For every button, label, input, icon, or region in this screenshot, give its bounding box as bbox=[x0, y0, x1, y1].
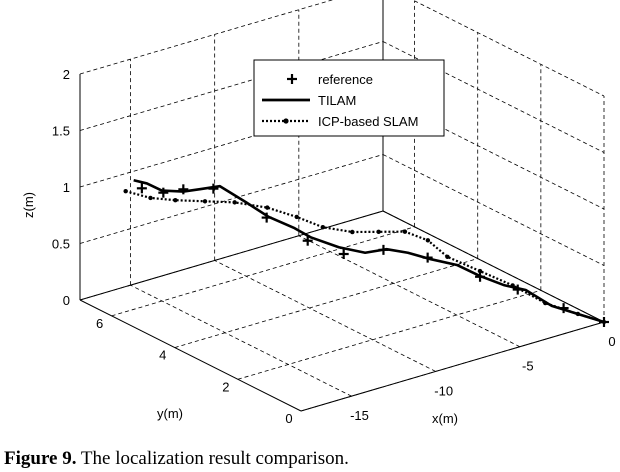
y-tick-label-1: 2 bbox=[222, 379, 229, 394]
z-tick-label-0: 0 bbox=[63, 293, 70, 308]
grid-wall-z-0 bbox=[79, 210, 384, 301]
grid-floor-x-0 bbox=[382, 210, 605, 323]
z-tick-label-1: 0.5 bbox=[52, 237, 70, 252]
series-point-icp-based-slam-13 bbox=[477, 268, 483, 274]
x-axis-label: x(m) bbox=[432, 411, 458, 426]
legend-marker-reference bbox=[287, 74, 297, 84]
series-point-icp-based-slam-4 bbox=[232, 200, 237, 205]
series-point-icp-based-slam-15 bbox=[543, 300, 548, 306]
series-point-icp-based-slam-1 bbox=[148, 195, 153, 201]
legend-label-icp: ICP-based SLAM bbox=[318, 114, 418, 129]
series-point-icp-based-slam-12 bbox=[445, 254, 450, 260]
series-line-icp-based-slam bbox=[125, 190, 605, 324]
caption-text: The localization result comparison. bbox=[80, 448, 349, 469]
grid-floor-y-1 bbox=[237, 289, 541, 380]
series-point-icp-based-slam-16 bbox=[575, 311, 581, 317]
series-point-icp-based-slam-0 bbox=[123, 188, 128, 194]
grid-wall-z-4 bbox=[79, 0, 334, 75]
series-point-icp-based-slam-3 bbox=[202, 199, 208, 204]
z-tick-label-4: 2 bbox=[63, 67, 70, 82]
series-point-icp-based-slam-2 bbox=[173, 198, 178, 203]
series-point-icp-based-slam-17 bbox=[601, 319, 607, 325]
grid-side-z-2 bbox=[382, 97, 605, 210]
x-tick-label-0: 0 bbox=[608, 334, 615, 349]
grid-lines bbox=[79, 0, 605, 412]
series-point-icp-based-slam-14 bbox=[510, 283, 515, 288]
grid-floor-y-3 bbox=[111, 226, 415, 317]
y-axis-line bbox=[79, 299, 302, 412]
grid-wall-z-1 bbox=[79, 154, 384, 244]
series-point-reference-0 bbox=[136, 183, 147, 194]
chart-3d-trajectory: 0 -5 -10 -15 0 2 4 6 0 0.5 1 1.5 2 z(m) y(m) x(m) re… bbox=[21, 0, 616, 426]
grid-floor-x-1 bbox=[298, 235, 521, 348]
grid-floor-y-2 bbox=[174, 258, 478, 348]
legend-box bbox=[253, 59, 445, 137]
figure-caption: Figure 9. The localization result compar… bbox=[4, 448, 349, 470]
grid-side-z-4 bbox=[411, 0, 605, 97]
x-tick-label-1: -5 bbox=[522, 359, 534, 374]
grid-floor-y-0 bbox=[300, 321, 605, 412]
series-point-reference-6 bbox=[338, 249, 349, 260]
z-tick-label-3: 1.5 bbox=[52, 124, 70, 139]
x-tick-label-2: -10 bbox=[434, 383, 453, 398]
x-tick-label-3: -15 bbox=[350, 408, 369, 423]
series-point-reference-5 bbox=[302, 235, 313, 246]
y-tick-label-3: 6 bbox=[96, 316, 103, 331]
caption-label: Figure 9. bbox=[4, 448, 77, 469]
series-point-icp-based-slam-8 bbox=[350, 229, 355, 235]
series-point-icp-based-slam-5 bbox=[265, 205, 270, 210]
z-axis-label: z(m) bbox=[21, 192, 36, 218]
legend-label-reference: reference bbox=[318, 72, 373, 87]
legend-label-tilam: TILAM bbox=[318, 93, 356, 108]
tick-labels: 0 -5 -10 -15 0 2 4 6 0 0.5 1 1.5 2 bbox=[52, 67, 616, 426]
y-tick-label-0: 0 bbox=[285, 411, 292, 426]
grid-side-z-3 bbox=[382, 41, 605, 153]
z-tick-label-2: 1 bbox=[63, 180, 70, 195]
series-point-reference-1 bbox=[158, 187, 169, 198]
series-group bbox=[123, 179, 609, 327]
legend-line-icp bbox=[262, 118, 310, 124]
series-point-icp-based-slam-9 bbox=[376, 229, 381, 235]
grid-side-z-1 bbox=[382, 154, 605, 266]
series-point-icp-based-slam-11 bbox=[425, 238, 431, 243]
grid-wall-z-2 bbox=[79, 97, 384, 188]
grid-floor-x-2 bbox=[214, 260, 436, 372]
y-tick-label-2: 4 bbox=[159, 348, 166, 363]
legend: reference TILAM ICP-based SLAM bbox=[253, 59, 445, 137]
grid-floor-x-3 bbox=[130, 284, 352, 397]
grid-wall-z-3 bbox=[79, 41, 384, 131]
series-point-icp-based-slam-6 bbox=[294, 214, 299, 220]
y-axis-label: y(m) bbox=[157, 406, 183, 421]
series-point-icp-based-slam-10 bbox=[402, 229, 408, 234]
grid-side-z-0 bbox=[382, 210, 605, 323]
series-point-icp-based-slam-7 bbox=[320, 225, 326, 230]
